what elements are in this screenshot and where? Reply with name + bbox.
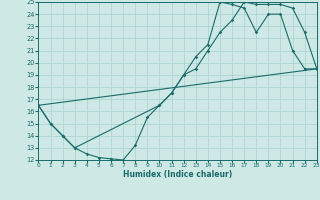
X-axis label: Humidex (Indice chaleur): Humidex (Indice chaleur) <box>123 170 232 179</box>
